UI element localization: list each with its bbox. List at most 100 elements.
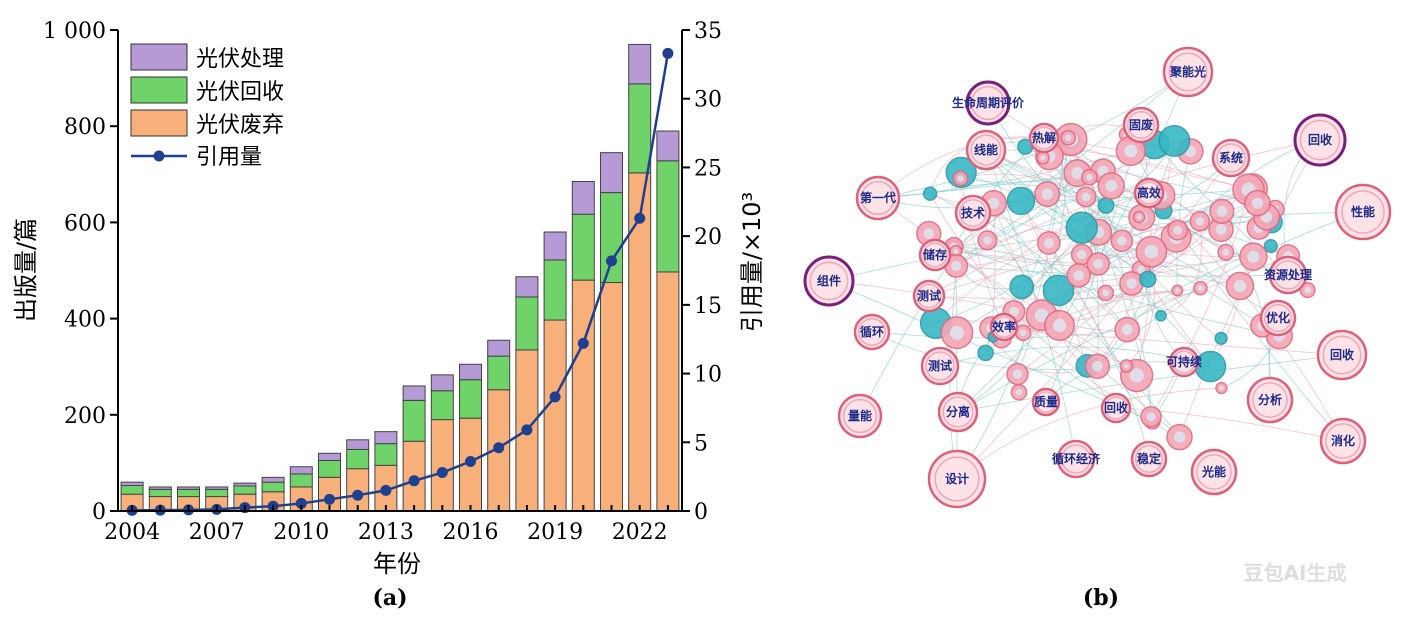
y-tick-label: 400	[64, 308, 106, 333]
legend-label-disposal: 光伏处理	[196, 47, 284, 72]
network-node	[1158, 124, 1191, 157]
bar-waste-2019	[543, 319, 567, 512]
network-keyword-node	[1268, 255, 1308, 295]
x-tick-label: 2010	[273, 520, 329, 545]
network-node	[1214, 331, 1228, 345]
network-node	[1155, 309, 1167, 322]
citation-point-2021	[606, 255, 617, 267]
network-node-core	[1081, 192, 1091, 202]
left-y-ticks: 0 200 400 600 800 1 000	[43, 19, 118, 525]
network-node-core	[1136, 214, 1142, 220]
bar-waste-2023	[656, 271, 680, 512]
network-keyword-node-ring	[958, 198, 988, 228]
network-link	[960, 173, 1140, 218]
bar-disposal-2008	[233, 482, 257, 487]
network-keyword-label: 系统	[1219, 150, 1243, 165]
citation-point-2011	[324, 493, 335, 505]
network-keyword-label: 分离	[946, 404, 970, 419]
bars-group	[120, 43, 680, 512]
network-node-core	[1304, 286, 1311, 294]
bar-recycling-2005	[148, 488, 172, 498]
network-link	[1059, 71, 1189, 326]
network-keyword-label: 回收	[1330, 347, 1354, 362]
network-keyword-node	[853, 313, 891, 351]
network-node-core	[1124, 144, 1138, 158]
network-keyword-label: 分析	[1258, 392, 1282, 407]
network-keyword-node-ring	[1341, 190, 1385, 234]
network-node	[1139, 270, 1157, 288]
network-keyword-label: 技术	[961, 205, 985, 220]
network-keyword-node-ring	[1168, 52, 1208, 92]
network-link	[953, 246, 1128, 330]
network-node-core	[949, 325, 964, 340]
network-keyword-node-ring	[1134, 444, 1164, 474]
x-tick-label: 2019	[527, 520, 583, 545]
network-keyword-node	[954, 194, 992, 232]
panel-label-a: (a)	[372, 585, 407, 611]
network-keyword-node	[989, 312, 1019, 342]
network-node-core	[1117, 236, 1127, 246]
y-tick-label: 200	[64, 404, 106, 429]
network-keyword-label: 优化	[1266, 310, 1290, 325]
network-keyword-node-ring	[1196, 454, 1232, 490]
network-link	[877, 197, 1127, 367]
network-keyword-node	[1293, 113, 1347, 167]
chart-legend: 光伏处理 光伏回收 光伏废弃 引用量	[130, 43, 284, 170]
network-keyword-label: 测试	[917, 288, 941, 303]
bar-recycling-2004	[120, 485, 144, 495]
bar-disposal-2014	[402, 385, 426, 401]
panel-label-b: (b)	[1083, 585, 1119, 611]
y2-axis-label: 引用量/×10³	[738, 192, 766, 332]
network-keyword-node-ring	[1216, 143, 1246, 173]
network-keyword-node	[965, 80, 1011, 126]
network-keyword-node	[803, 255, 855, 307]
y-tick-label: 0	[92, 500, 106, 525]
network-link	[930, 183, 1142, 218]
watermark-text: 豆包AI生成	[1244, 561, 1347, 585]
network-node-core	[1043, 237, 1054, 249]
network-keyword-label: 稳定	[1137, 451, 1161, 466]
network-node	[1097, 196, 1115, 214]
network-node-core	[1126, 278, 1137, 289]
network-keyword-label: 效率	[992, 319, 1016, 334]
network-keyword-node	[965, 129, 1007, 171]
network-keyword-node	[855, 175, 901, 221]
citation-point-2019	[549, 391, 561, 403]
bar-recycling-2008	[233, 485, 257, 495]
y2-tick-label: 30	[694, 88, 722, 113]
network-keyword-label: 可持续	[1166, 354, 1202, 369]
network-node-core	[1222, 248, 1230, 256]
bar-recycling-2015	[430, 390, 454, 421]
network-node	[1263, 239, 1278, 254]
network-keyword-node	[1028, 122, 1060, 154]
bar-recycling-2017	[487, 355, 511, 391]
y-tick-label: 600	[64, 211, 106, 236]
network-keyword-label: 测试	[928, 358, 952, 373]
network-keyword-node-ring	[1137, 181, 1161, 205]
bar-recycling-2006	[177, 488, 200, 498]
bar-disposal-2015	[430, 374, 454, 392]
y2-tick-label: 25	[694, 156, 722, 181]
network-keyword-node-ring	[1325, 423, 1361, 459]
network-keyword-node	[1130, 440, 1168, 478]
network-keyword-node	[1259, 299, 1297, 337]
citation-point-2013	[380, 484, 392, 496]
bar-disposal-2013	[374, 431, 398, 445]
network-keyword-label: 热解	[1032, 130, 1056, 145]
citation-point-2018	[521, 424, 533, 436]
network-keyword-node	[1056, 439, 1096, 479]
network-link	[1115, 407, 1344, 442]
citation-point-2014	[408, 475, 420, 487]
network-keyword-node-ring	[1322, 335, 1362, 375]
network-node-core	[1102, 289, 1110, 297]
network-link	[985, 149, 1178, 231]
bar-disposal-2010	[289, 466, 313, 475]
network-keyword-node-ring	[1263, 303, 1293, 333]
bar-disposal-2007	[205, 486, 229, 490]
network-node-core	[1034, 308, 1049, 323]
network-node-core	[923, 228, 935, 239]
y-tick-label: 800	[64, 115, 106, 140]
network-keyword-label: 线能	[974, 142, 998, 157]
network-node	[1065, 211, 1098, 244]
